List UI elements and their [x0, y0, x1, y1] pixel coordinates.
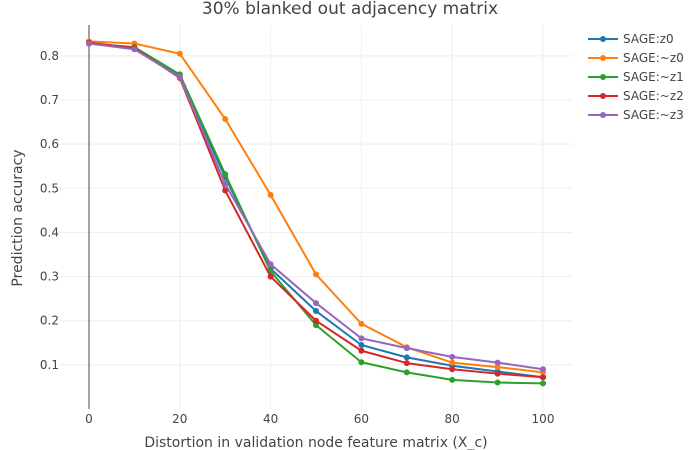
legend-swatch-marker [600, 93, 606, 99]
legend-swatch-marker [600, 55, 606, 61]
data-point[interactable] [313, 300, 319, 307]
legend-label: SAGE:~z0 [623, 51, 684, 65]
data-point[interactable] [131, 46, 138, 53]
data-point[interactable] [176, 50, 183, 57]
data-point[interactable] [267, 191, 274, 198]
legend-swatch-marker [600, 36, 606, 42]
data-point[interactable] [540, 380, 546, 387]
y-tick-label: 0.5 [40, 181, 59, 195]
series-1 [86, 40, 546, 381]
legend[interactable]: SAGE:z0 SAGE:~z0 SAGE:~z1 SAGE:~z2 SAGE:~z3 [588, 32, 684, 122]
data-point[interactable] [176, 74, 183, 81]
y-axis-ticks: 0.1 0.2 0.3 0.4 0.5 0.6 0.7 0.8 [40, 49, 59, 372]
data-point[interactable] [267, 273, 274, 280]
y-tick-label: 0.2 [40, 314, 59, 328]
data-point[interactable] [403, 354, 410, 361]
y-tick-label: 0.7 [40, 93, 59, 107]
legend-swatch-marker [600, 112, 606, 118]
legend-item[interactable]: SAGE:~z1 [588, 70, 684, 84]
data-point[interactable] [494, 364, 501, 371]
data-point[interactable] [358, 347, 365, 354]
data-point[interactable] [358, 342, 365, 348]
series-3 [86, 40, 546, 387]
x-tick-label: 80 [445, 412, 460, 426]
data-point[interactable] [449, 359, 456, 366]
legend-item[interactable]: SAGE:z0 [588, 32, 674, 46]
data-point[interactable] [358, 320, 365, 327]
legend-swatch-marker [600, 74, 606, 80]
legend-label: SAGE:~z2 [623, 89, 684, 103]
data-point[interactable] [403, 360, 410, 367]
y-tick-label: 0.3 [40, 270, 59, 284]
x-tick-label: 100 [532, 412, 555, 426]
y-tick-label: 0.4 [40, 225, 59, 239]
legend-item[interactable]: SAGE:~z3 [588, 108, 684, 122]
data-point[interactable] [222, 180, 229, 187]
y-tick-label: 0.6 [40, 137, 59, 151]
y-tick-label: 0.8 [40, 49, 59, 63]
legend-label: SAGE:~z1 [623, 70, 684, 84]
series-group [86, 38, 546, 387]
data-point[interactable] [540, 374, 546, 381]
data-point[interactable] [494, 370, 501, 377]
legend-label: SAGE:~z3 [623, 108, 684, 122]
data-point[interactable] [358, 359, 365, 366]
legend-item[interactable]: SAGE:~z0 [588, 51, 684, 65]
data-point[interactable] [403, 345, 410, 352]
x-tick-label: 20 [172, 412, 187, 426]
data-point[interactable] [222, 171, 229, 178]
grid-lines [60, 25, 572, 409]
data-point[interactable] [449, 376, 456, 383]
data-point[interactable] [313, 317, 319, 324]
data-point[interactable] [313, 322, 319, 329]
y-tick-label: 0.1 [40, 358, 59, 372]
series-line [88, 42, 544, 385]
series-4 [86, 39, 546, 381]
data-point[interactable] [313, 308, 319, 315]
data-point[interactable] [86, 40, 92, 47]
y-axis-title: Prediction accuracy [10, 149, 26, 286]
data-point[interactable] [313, 271, 319, 278]
x-axis-ticks: 0 20 40 60 80 100 [85, 412, 554, 426]
x-tick-label: 40 [263, 412, 278, 426]
series-5 [86, 40, 546, 373]
legend-item[interactable]: SAGE:~z2 [588, 89, 684, 103]
x-tick-label: 0 [85, 412, 93, 426]
data-point[interactable] [494, 379, 501, 386]
data-point[interactable] [222, 116, 229, 123]
chart-title: 30% blanked out adjacency matrix [202, 0, 498, 19]
x-tick-label: 60 [354, 412, 369, 426]
data-point[interactable] [449, 353, 456, 360]
data-point[interactable] [222, 187, 229, 194]
data-point[interactable] [267, 261, 274, 268]
data-point[interactable] [403, 369, 410, 376]
legend-label: SAGE:z0 [623, 32, 674, 46]
x-axis-title: Distortion in validation node feature ma… [144, 435, 487, 450]
data-point[interactable] [540, 366, 546, 373]
data-point[interactable] [494, 359, 501, 366]
data-point[interactable] [449, 366, 456, 373]
data-point[interactable] [358, 335, 365, 342]
